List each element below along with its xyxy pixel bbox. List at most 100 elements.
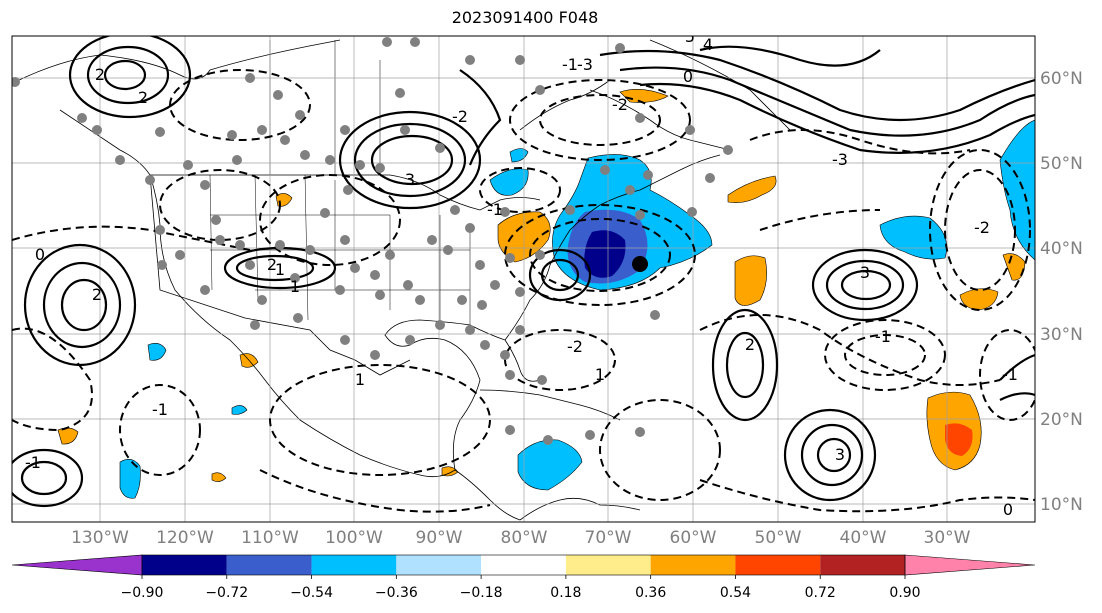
contour-line bbox=[749, 129, 971, 155]
contour-value-label: -1 bbox=[152, 400, 168, 419]
contour-value-label: -3 bbox=[577, 55, 593, 74]
colorbar-tick-label: −0.54 bbox=[290, 585, 333, 601]
longitude-label: 120°W bbox=[156, 528, 214, 548]
contour-ring bbox=[269, 364, 491, 476]
contour-ring bbox=[235, 254, 315, 282]
contour-value-label: 2 bbox=[745, 335, 755, 354]
alaska-coast bbox=[14, 39, 341, 83]
us-canada-border bbox=[150, 174, 541, 211]
contour-value-label: -1 bbox=[562, 55, 578, 74]
colorbar-bin bbox=[650, 555, 736, 575]
contour-ring bbox=[20, 460, 68, 496]
contour-line bbox=[619, 66, 1035, 137]
storm-center-marker bbox=[632, 256, 648, 272]
colorbar-tick-label: −0.90 bbox=[121, 585, 164, 601]
latitude-label: 60°N bbox=[1040, 69, 1083, 89]
contour-value-label: -3 bbox=[832, 150, 848, 169]
contour-ring bbox=[725, 331, 765, 399]
contour-value-label: -2 bbox=[452, 107, 468, 126]
south-america-north-coast bbox=[519, 497, 641, 521]
longitude-labels: 130°W 120°W 110°W 100°W 90°W 80°W 70°W 60°W 50°W… bbox=[71, 528, 971, 548]
contour-ring bbox=[68, 36, 192, 119]
colorbar-bin bbox=[481, 555, 566, 575]
station-dots bbox=[12, 37, 733, 445]
latitude-label: 10°N bbox=[1040, 495, 1083, 515]
colorbar-tick-label: −0.36 bbox=[375, 585, 418, 601]
colorbar-extend-low bbox=[11, 554, 143, 576]
atlantic-coast bbox=[504, 154, 721, 341]
cyan-blob-small bbox=[509, 148, 529, 163]
latitude-label: 40°N bbox=[1040, 239, 1083, 259]
contour-ring bbox=[159, 169, 281, 241]
contour-ring bbox=[800, 423, 864, 487]
orange-blob-pacific-2 bbox=[211, 472, 227, 482]
latitude-label: 30°N bbox=[1040, 325, 1083, 345]
colorbar-tick-label: 0.72 bbox=[805, 585, 836, 601]
orange-region-azores bbox=[959, 288, 999, 311]
contour-ring bbox=[599, 399, 721, 501]
colorbar-bin bbox=[142, 555, 227, 575]
contour-ring bbox=[840, 269, 892, 301]
contour-ring bbox=[509, 79, 691, 161]
colorbar-tick-label: 0.36 bbox=[635, 585, 666, 601]
contour-line bbox=[699, 314, 1001, 386]
contour-ring bbox=[119, 384, 201, 476]
longitude-label: 110°W bbox=[241, 528, 299, 548]
colorbar-bin bbox=[820, 555, 905, 575]
contour-ring bbox=[539, 94, 661, 146]
longitude-label: 70°W bbox=[585, 528, 632, 548]
contour-ring bbox=[711, 308, 779, 422]
colorbar-bin bbox=[565, 555, 651, 575]
longitude-label: 60°W bbox=[670, 528, 717, 548]
longitude-label: 130°W bbox=[71, 528, 129, 548]
colorbar-bin bbox=[311, 555, 397, 575]
colorbar-tick-label: −0.18 bbox=[460, 585, 503, 601]
contour-value-label: 3 bbox=[835, 445, 845, 464]
contour-ring bbox=[929, 149, 1031, 311]
contour-value-label: -2 bbox=[974, 218, 990, 237]
solid-contours bbox=[12, 36, 1035, 508]
contour-ring bbox=[60, 278, 108, 332]
red-core-tropics bbox=[945, 423, 973, 456]
cyan-blob-pacific-south bbox=[119, 458, 141, 499]
contour-value-label: 4 bbox=[703, 35, 713, 54]
cyan-blob-mexico bbox=[231, 405, 248, 415]
contour-ring bbox=[169, 69, 311, 141]
latitude-label: 50°N bbox=[1040, 154, 1083, 174]
labrador-coast bbox=[589, 89, 731, 151]
map-border bbox=[11, 35, 1036, 523]
contour-value-label: 1 bbox=[595, 365, 605, 384]
cyan-region-east bbox=[999, 119, 1035, 261]
contour-value-label: -2 bbox=[612, 95, 628, 114]
map-title: 2023091400 F048 bbox=[451, 8, 599, 27]
shaded-anomalies bbox=[57, 88, 1035, 499]
contour-value-label: 1 bbox=[355, 370, 365, 389]
contour-line bbox=[12, 327, 93, 432]
contour-value-label: 5 bbox=[685, 27, 695, 46]
dashed-contours bbox=[12, 69, 1035, 513]
contour-value-label: 3 bbox=[860, 263, 870, 282]
contour-value-label: -2 bbox=[567, 337, 583, 356]
gulf-coast bbox=[384, 319, 541, 471]
contour-ring bbox=[504, 204, 696, 306]
hudson-coast bbox=[519, 79, 611, 131]
pacific-coast bbox=[59, 109, 521, 521]
contour-ring bbox=[783, 408, 877, 502]
contour-value-label: -1 bbox=[487, 200, 503, 219]
contour-line bbox=[999, 353, 1035, 401]
contour-ring bbox=[811, 248, 919, 322]
contour-value-label: -1 bbox=[875, 327, 891, 346]
contour-ring bbox=[259, 174, 401, 266]
contour-ring bbox=[979, 329, 1035, 421]
longitude-label: 40°W bbox=[840, 528, 887, 548]
colorbar-bin bbox=[735, 555, 821, 575]
colorbar-tick-label: 0.18 bbox=[550, 585, 581, 601]
contour-ring bbox=[86, 45, 170, 105]
caribbean-islands bbox=[479, 389, 621, 421]
latitude-labels: 60°N 50°N 40°N 30°N 20°N 10°N bbox=[1040, 69, 1083, 515]
contour-value-label: 0 bbox=[1003, 500, 1013, 519]
longitude-label: 80°W bbox=[501, 528, 548, 548]
